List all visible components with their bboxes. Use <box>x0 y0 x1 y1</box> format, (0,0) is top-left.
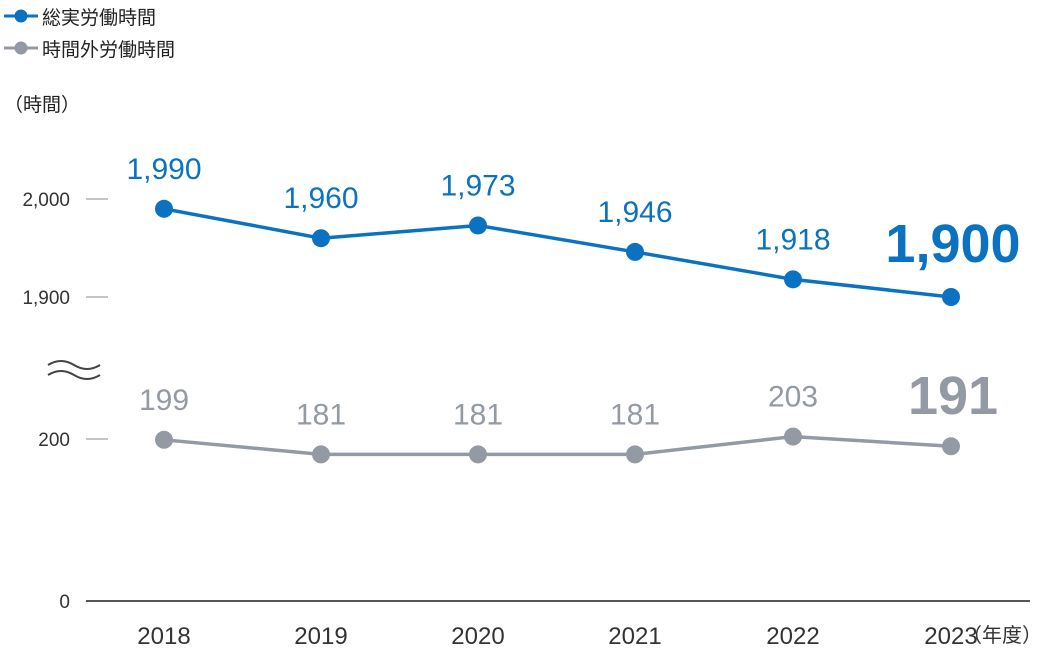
x-tick-label: 2018 <box>137 623 190 648</box>
data-label-overtime: 181 <box>610 398 660 431</box>
legend-item-total: 総実労働時間 <box>4 0 175 32</box>
legend-marker-total-icon <box>4 9 38 23</box>
x-tick-label: 2022 <box>766 623 819 648</box>
legend-marker-overtime-icon <box>4 41 38 55</box>
axis-break-icon <box>47 370 101 380</box>
data-point-total <box>312 229 330 248</box>
data-label-overtime: 181 <box>453 398 503 431</box>
data-label-total: 1,918 <box>755 223 830 256</box>
axis-break-icon <box>47 360 101 370</box>
data-label-overtime: 191 <box>908 366 998 426</box>
data-point-overtime <box>784 427 802 446</box>
x-unit-label: （年度） <box>962 623 1042 647</box>
data-point-total <box>942 288 960 306</box>
data-point-overtime <box>469 445 487 464</box>
series-line-total <box>163 207 952 299</box>
legend: 総実労働時間 時間外労働時間 <box>4 0 175 64</box>
y-tick-label: 2,000 <box>22 190 70 211</box>
data-label-total: 1,946 <box>597 196 672 229</box>
data-point-total <box>784 270 802 289</box>
data-point-overtime <box>312 445 330 464</box>
legend-label-total: 総実労働時間 <box>42 6 157 29</box>
data-point-overtime <box>155 430 173 449</box>
series-line-overtime <box>163 434 952 457</box>
x-tick-label: 2020 <box>451 623 504 648</box>
x-tick-label: 2019 <box>294 623 347 648</box>
data-label-overtime: 199 <box>139 384 189 417</box>
data-label-total: 1,973 <box>440 169 515 202</box>
legend-label-overtime: 時間外労働時間 <box>42 38 176 61</box>
data-point-total <box>155 199 173 218</box>
x-tick-label: 2023 <box>924 623 977 648</box>
data-label-overtime: 203 <box>768 381 818 414</box>
y-unit-label: （時間） <box>4 94 81 116</box>
legend-item-overtime: 時間外労働時間 <box>4 32 175 64</box>
x-tick-label: 2021 <box>608 623 661 648</box>
data-label-total: 1,990 <box>126 153 201 186</box>
data-point-overtime <box>942 437 960 456</box>
data-point-overtime <box>626 445 644 464</box>
y-tick-label: 1,900 <box>22 288 70 309</box>
data-point-total <box>626 242 644 261</box>
data-label-overtime: 181 <box>296 398 346 431</box>
data-point-total <box>469 216 487 235</box>
data-label-total: 1,960 <box>283 182 358 215</box>
y-tick-label: 200 <box>38 430 70 451</box>
y-tick-label: 0 <box>59 592 70 613</box>
data-label-total: 1,900 <box>885 214 1020 274</box>
